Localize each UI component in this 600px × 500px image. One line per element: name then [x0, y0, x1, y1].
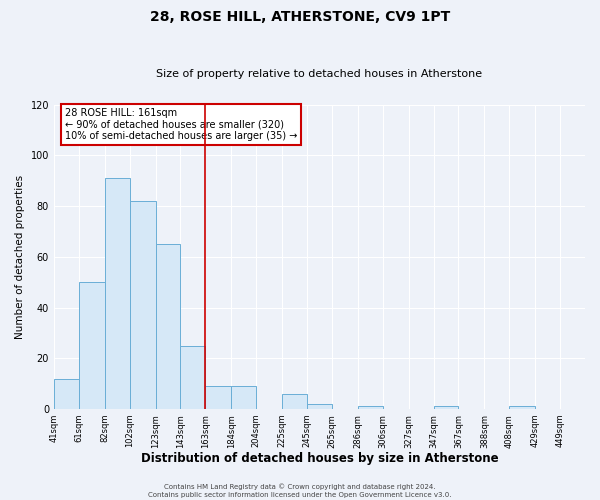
Bar [434, 406, 458, 409]
Y-axis label: Number of detached properties: Number of detached properties [15, 175, 25, 339]
Bar [307, 404, 332, 409]
Bar [130, 201, 155, 409]
Bar [105, 178, 130, 409]
Bar [205, 386, 232, 409]
Bar [155, 244, 181, 409]
Bar [282, 394, 307, 409]
Bar [232, 386, 256, 409]
Text: 28, ROSE HILL, ATHERSTONE, CV9 1PT: 28, ROSE HILL, ATHERSTONE, CV9 1PT [150, 10, 450, 24]
X-axis label: Distribution of detached houses by size in Atherstone: Distribution of detached houses by size … [140, 452, 498, 465]
Text: Contains HM Land Registry data © Crown copyright and database right 2024.
Contai: Contains HM Land Registry data © Crown c… [148, 484, 452, 498]
Bar [54, 378, 79, 409]
Bar [79, 282, 105, 409]
Bar [181, 346, 205, 409]
Bar [509, 406, 535, 409]
Bar [358, 406, 383, 409]
Text: 28 ROSE HILL: 161sqm
← 90% of detached houses are smaller (320)
10% of semi-deta: 28 ROSE HILL: 161sqm ← 90% of detached h… [65, 108, 297, 141]
Title: Size of property relative to detached houses in Atherstone: Size of property relative to detached ho… [157, 69, 482, 79]
